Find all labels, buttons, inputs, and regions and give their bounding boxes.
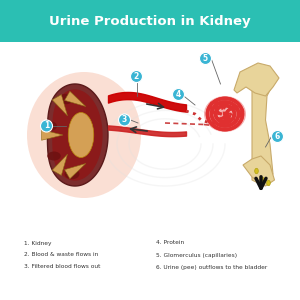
Polygon shape — [52, 89, 103, 181]
Polygon shape — [52, 94, 68, 116]
Text: 6: 6 — [275, 132, 280, 141]
Text: Urine Production in Kidney: Urine Production in Kidney — [49, 15, 251, 28]
Text: 1: 1 — [44, 122, 49, 130]
Circle shape — [118, 114, 130, 126]
Polygon shape — [252, 72, 273, 186]
Text: 5: 5 — [203, 54, 208, 63]
Ellipse shape — [261, 177, 264, 183]
Text: 2: 2 — [134, 72, 139, 81]
Ellipse shape — [64, 169, 80, 179]
Ellipse shape — [204, 96, 246, 132]
Ellipse shape — [255, 168, 258, 174]
Ellipse shape — [47, 152, 61, 160]
Text: 6. Urine (pee) outflows to the bladder: 6. Urine (pee) outflows to the bladder — [156, 265, 267, 269]
FancyBboxPatch shape — [0, 0, 300, 42]
Polygon shape — [64, 91, 86, 106]
Circle shape — [40, 120, 52, 132]
Ellipse shape — [58, 94, 74, 104]
Polygon shape — [243, 156, 274, 186]
Text: 2. Blood & waste flows in: 2. Blood & waste flows in — [24, 253, 98, 257]
Ellipse shape — [27, 72, 141, 198]
Ellipse shape — [45, 122, 57, 130]
Polygon shape — [64, 164, 86, 179]
Text: 1. Kidney: 1. Kidney — [24, 241, 52, 245]
Polygon shape — [52, 154, 68, 176]
Text: 4: 4 — [176, 90, 181, 99]
Text: 5. Glomerculus (capillaries): 5. Glomerculus (capillaries) — [156, 253, 237, 257]
Circle shape — [272, 130, 284, 142]
Text: 3. Filtered blood flows out: 3. Filtered blood flows out — [24, 265, 100, 269]
Circle shape — [130, 70, 142, 83]
Polygon shape — [234, 63, 279, 96]
Polygon shape — [42, 130, 63, 140]
Circle shape — [200, 52, 211, 64]
Circle shape — [172, 88, 184, 101]
Ellipse shape — [267, 180, 270, 186]
Text: 3: 3 — [122, 116, 127, 124]
Polygon shape — [47, 84, 108, 186]
Text: 4. Protein: 4. Protein — [156, 241, 184, 245]
Ellipse shape — [68, 112, 94, 158]
